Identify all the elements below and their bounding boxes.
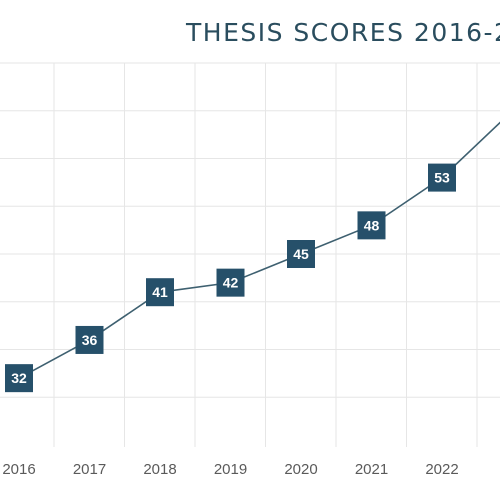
data-label: 32 — [11, 370, 27, 386]
data-marker — [75, 325, 104, 354]
data-marker — [428, 163, 456, 192]
x-tick-label: 2020 — [284, 461, 317, 478]
x-tick-label: 2022 — [425, 461, 458, 478]
data-marker — [5, 364, 33, 393]
data-marker — [146, 278, 174, 307]
data-label: 36 — [82, 332, 98, 348]
data-label: 45 — [293, 246, 309, 262]
x-tick-label: 2021 — [355, 461, 388, 478]
x-tick-label: 2019 — [214, 461, 247, 478]
x-tick-label: 2016 — [2, 461, 35, 478]
x-tick-label: 2017 — [73, 461, 106, 478]
data-marker — [357, 211, 386, 240]
data-marker — [287, 240, 315, 268]
data-marker — [216, 268, 245, 297]
x-tick-label: 2018 — [143, 461, 176, 478]
data-label: 53 — [434, 170, 450, 186]
chart-title: THESIS SCORES 2016-2 — [186, 18, 500, 47]
data-label: 48 — [364, 217, 380, 233]
data-label: 41 — [152, 284, 168, 300]
data-label: 42 — [223, 275, 239, 291]
